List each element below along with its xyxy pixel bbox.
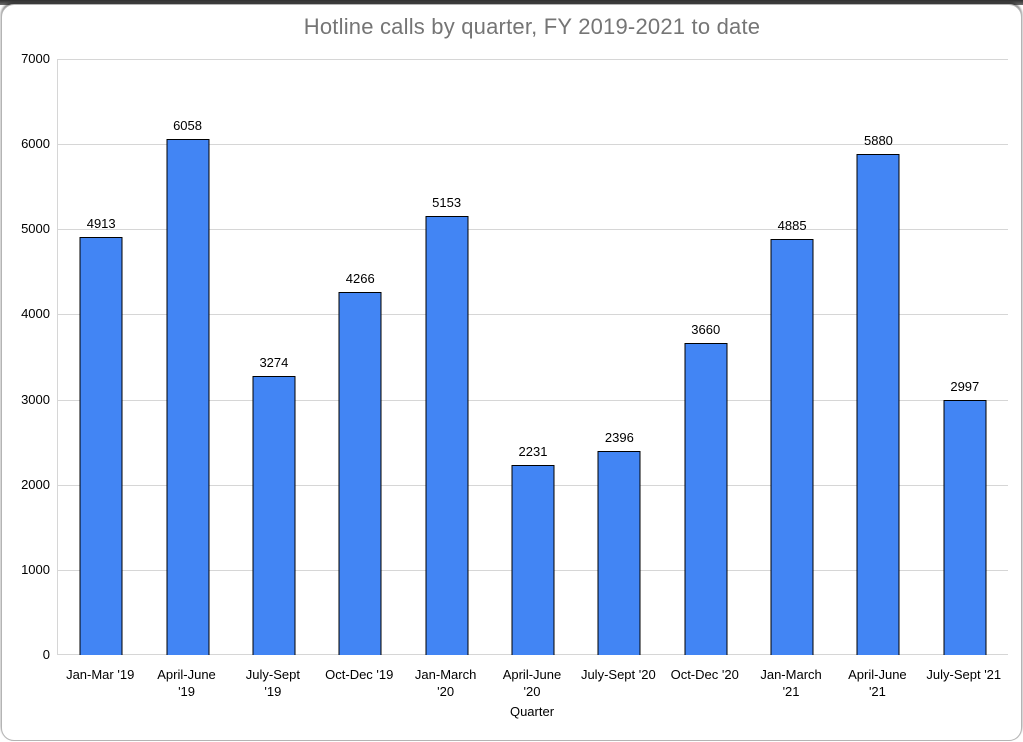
bar-slot: 2231 [490, 59, 576, 655]
bar-slot: 5880 [835, 59, 921, 655]
bar-slot: 5153 [403, 59, 489, 655]
y-axis: 0 1000 2000 3000 4000 5000 6000 7000 [0, 51, 50, 662]
bar-value-label: 4913 [86, 215, 116, 231]
bar [511, 465, 555, 655]
x-axis-tick-line: '19 [178, 684, 196, 699]
bar [770, 239, 814, 655]
x-axis-tick-label: April-June '19 [143, 666, 229, 700]
bar-value-label: 6058 [173, 118, 202, 134]
bar [943, 399, 987, 655]
bar-slot: 4913 [58, 59, 144, 655]
bar-slot: 2997 [922, 59, 1008, 655]
x-axis-tick-line: Oct-Dec '19 [325, 667, 394, 682]
x-axis-tick-line: July-Sept [245, 667, 300, 682]
bar-slot: 2396 [576, 59, 662, 655]
bar-slot: 4885 [749, 59, 835, 655]
x-axis-title: Quarter [509, 704, 555, 719]
x-axis-tick-line: '21 [868, 684, 886, 699]
y-axis-tick-label: 2000 [21, 476, 50, 492]
x-axis-tick-line: Oct-Dec '20 [670, 667, 739, 682]
x-axis-tick-label: April-June '20 [489, 666, 575, 700]
x-axis-tick-line: Jan-March [760, 667, 822, 682]
y-axis-tick-label: 5000 [21, 221, 50, 237]
bar [684, 343, 728, 655]
screenshot-top-shadow [0, 0, 1023, 5]
y-axis-tick-label: 0 [42, 647, 50, 662]
y-axis-tick-label: 3000 [21, 391, 50, 407]
gridline [58, 399, 1008, 401]
gridline [58, 59, 1008, 60]
bar-value-label: 2997 [950, 378, 980, 394]
x-axis-tick-label: Jan-March '20 [402, 666, 488, 700]
x-axis-tick-line: April-June [502, 667, 562, 682]
plot-area: 4913 6058 3274 4266 5153 2231 2396 3660 4885 5880… [57, 59, 1008, 655]
bar [597, 451, 641, 655]
bar-slot: 3274 [231, 59, 317, 655]
x-axis-tick-line: '20 [437, 684, 455, 699]
bar-value-label: 4885 [777, 218, 807, 234]
x-axis-tick-line: '21 [782, 684, 800, 699]
x-axis-tick-label: Oct-Dec '20 [662, 666, 748, 700]
bar-value-label: 3660 [691, 322, 721, 338]
x-axis-tick-line: Jan-March [414, 667, 477, 682]
x-axis-tick-label: July-Sept '20 [575, 666, 661, 700]
y-axis-tick-label: 6000 [21, 136, 50, 152]
bar [856, 154, 900, 655]
bar [338, 291, 382, 655]
chart-title: Hotline calls by quarter, FY 2019-2021 t… [303, 14, 761, 39]
bar-slot: 4266 [317, 59, 403, 655]
bar-value-label: 4266 [345, 270, 375, 286]
bar-value-label: 5880 [863, 133, 893, 149]
x-axis-tick-line: '19 [264, 684, 282, 699]
x-axis-tick-label: April-June '21 [834, 666, 920, 700]
x-axis-tick-line: July-Sept '20 [580, 667, 656, 682]
x-axis-tick-label: Jan-Mar '19 [57, 666, 143, 700]
x-axis-tick-line: April-June [848, 667, 907, 682]
x-axis-tick-line: '20 [523, 684, 541, 699]
x-axis-tick-line: July-Sept '21 [926, 667, 1002, 682]
x-axis-tick-label: July-Sept '21 [921, 666, 1007, 700]
bar-value-label: 2231 [518, 444, 548, 460]
gridline [58, 229, 1008, 231]
bar [79, 236, 123, 655]
bar-slot: 3660 [663, 59, 749, 655]
y-axis-tick-label: 1000 [21, 561, 50, 577]
gridline [58, 144, 1008, 146]
x-axis-tick-label: Jan-March '21 [748, 666, 834, 700]
y-axis-tick-label: 4000 [21, 306, 50, 322]
x-axis-tick-label: Oct-Dec '19 [316, 666, 402, 700]
bar-value-label: 2396 [604, 430, 634, 445]
x-axis: Jan-Mar '19 April-June '19 July-Sept '19 Oct-… [57, 666, 1007, 700]
bar-slot: 6058 [144, 59, 230, 655]
bar [166, 139, 210, 655]
bar-value-label: 3274 [259, 355, 289, 371]
bar-value-label: 5153 [432, 195, 462, 211]
x-axis-tick-line: April-June [157, 667, 216, 682]
x-axis-tick-line: Jan-Mar '19 [66, 667, 135, 682]
bar [425, 216, 469, 655]
x-axis-tick-label: July-Sept '19 [230, 666, 316, 700]
bar [252, 376, 296, 655]
y-axis-tick-label: 7000 [21, 51, 50, 66]
gridline [58, 314, 1008, 316]
